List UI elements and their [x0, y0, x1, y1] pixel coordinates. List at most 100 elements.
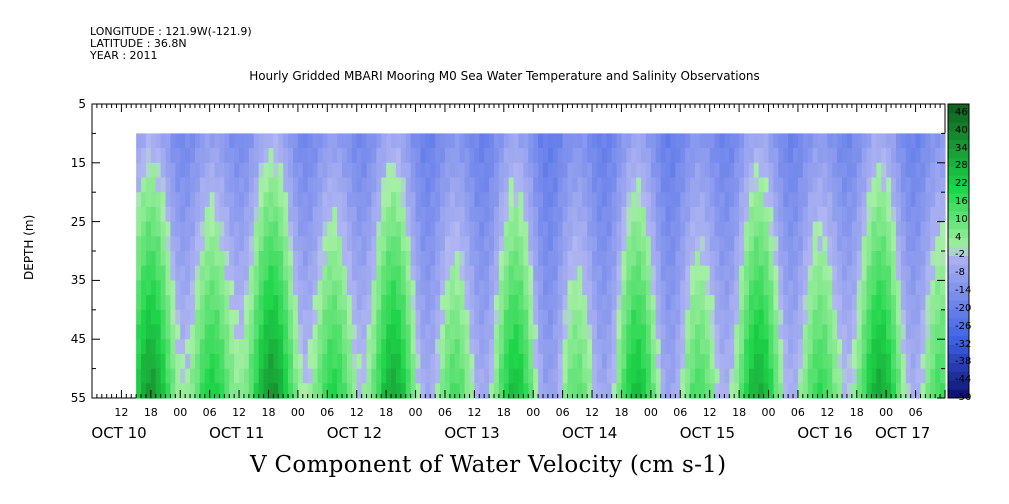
- heatmap-cell: [430, 221, 436, 237]
- heatmap-cell: [910, 383, 917, 399]
- heatmap-cell: [391, 324, 397, 340]
- heatmap-cell: [253, 133, 260, 149]
- heatmap-cell: [876, 368, 882, 384]
- heatmap-cell: [543, 177, 549, 193]
- heatmap-cell: [704, 368, 711, 384]
- heatmap-cell: [709, 206, 716, 223]
- heatmap-cell: [577, 251, 583, 267]
- heatmap-cell: [670, 324, 676, 340]
- heatmap-cell: [194, 221, 201, 237]
- heatmap-cell: [768, 192, 775, 208]
- heatmap-cell: [523, 383, 529, 399]
- heatmap-cell: [920, 339, 926, 355]
- heatmap-cell: [793, 133, 799, 149]
- heatmap-cell: [234, 339, 240, 355]
- heatmap-cell: [739, 339, 745, 355]
- heatmap-cell: [381, 265, 387, 281]
- heatmap-cell: [253, 192, 260, 208]
- y-tick-label: 15: [70, 155, 86, 170]
- heatmap-cell: [361, 383, 368, 399]
- heatmap-cell: [155, 192, 162, 208]
- heatmap-cell: [881, 339, 887, 355]
- heatmap-cell: [484, 148, 490, 164]
- heatmap-cell: [675, 177, 681, 193]
- heatmap-cell: [704, 133, 711, 149]
- heatmap-cell: [523, 206, 529, 223]
- heatmap-cell: [690, 353, 696, 370]
- heatmap-cell: [214, 280, 221, 296]
- colorbar-band: [948, 264, 969, 274]
- heatmap-cell: [538, 236, 544, 252]
- heatmap-cell: [302, 265, 309, 281]
- heatmap-cell: [199, 206, 206, 223]
- heatmap-cell: [905, 295, 912, 311]
- heatmap-cell: [935, 206, 941, 223]
- heatmap-cell: [827, 206, 833, 223]
- heatmap-cell: [155, 383, 162, 399]
- heatmap-cell: [871, 133, 877, 149]
- heatmap-cell: [533, 192, 539, 208]
- heatmap-cell: [641, 236, 647, 252]
- heatmap-cell: [552, 353, 559, 370]
- heatmap-cell: [425, 324, 431, 340]
- heatmap-cell: [469, 368, 475, 384]
- heatmap-cell: [763, 339, 770, 355]
- heatmap-cell: [489, 251, 495, 267]
- heatmap-cell: [783, 383, 789, 399]
- heatmap-cell: [464, 162, 471, 179]
- heatmap-cell: [278, 265, 284, 281]
- heatmap-cell: [209, 192, 216, 208]
- heatmap-cell: [391, 295, 397, 311]
- heatmap-cell: [895, 353, 902, 370]
- heatmap-cell: [219, 265, 225, 281]
- heatmap-cell: [935, 368, 941, 384]
- heatmap-cell: [940, 295, 946, 311]
- heatmap-cell: [234, 236, 240, 252]
- heatmap-cell: [596, 309, 603, 326]
- heatmap-cell: [842, 148, 848, 164]
- heatmap-cell: [650, 280, 657, 296]
- heatmap-cell: [366, 206, 373, 223]
- heatmap-cell: [797, 236, 804, 252]
- heatmap-cell: [239, 251, 245, 267]
- heatmap-cell: [744, 236, 750, 252]
- heatmap-cell: [601, 221, 608, 237]
- heatmap-cell: [248, 353, 255, 370]
- heatmap-cell: [822, 309, 828, 326]
- heatmap-cell: [449, 309, 456, 326]
- heatmap-cell: [204, 339, 211, 355]
- heatmap-cell: [498, 353, 505, 370]
- heatmap-cell: [709, 251, 716, 267]
- heatmap-cell: [523, 221, 529, 237]
- heatmap-cell: [724, 368, 730, 384]
- heatmap-cell: [538, 177, 544, 193]
- heatmap-cell: [851, 162, 858, 179]
- heatmap-cell: [283, 133, 289, 149]
- heatmap-cell: [297, 206, 304, 223]
- heatmap-cell: [645, 221, 652, 237]
- heatmap-cell: [631, 192, 637, 208]
- heatmap-cell: [258, 339, 265, 355]
- heatmap-cell: [891, 133, 897, 149]
- heatmap-cell: [376, 177, 382, 193]
- heatmap-cell: [744, 353, 750, 370]
- heatmap-cell: [709, 295, 716, 311]
- heatmap-cell: [641, 192, 647, 208]
- heatmap-cell: [930, 265, 936, 281]
- heatmap-cell: [288, 206, 294, 223]
- heatmap-cell: [596, 148, 603, 164]
- heatmap-cell: [469, 295, 475, 311]
- heatmap-cell: [886, 309, 892, 326]
- heatmap-cell: [557, 368, 564, 384]
- heatmap-cell: [391, 148, 397, 164]
- heatmap-cell: [910, 295, 917, 311]
- heatmap-cell: [209, 265, 216, 281]
- heatmap-cell: [479, 133, 485, 149]
- heatmap-cell: [621, 339, 627, 355]
- heatmap-cell: [846, 280, 853, 296]
- heatmap-cell: [317, 192, 324, 208]
- heatmap-cell: [307, 221, 314, 237]
- heatmap-cell: [317, 265, 324, 281]
- heatmap-cell: [449, 339, 456, 355]
- heatmap-cell: [930, 236, 936, 252]
